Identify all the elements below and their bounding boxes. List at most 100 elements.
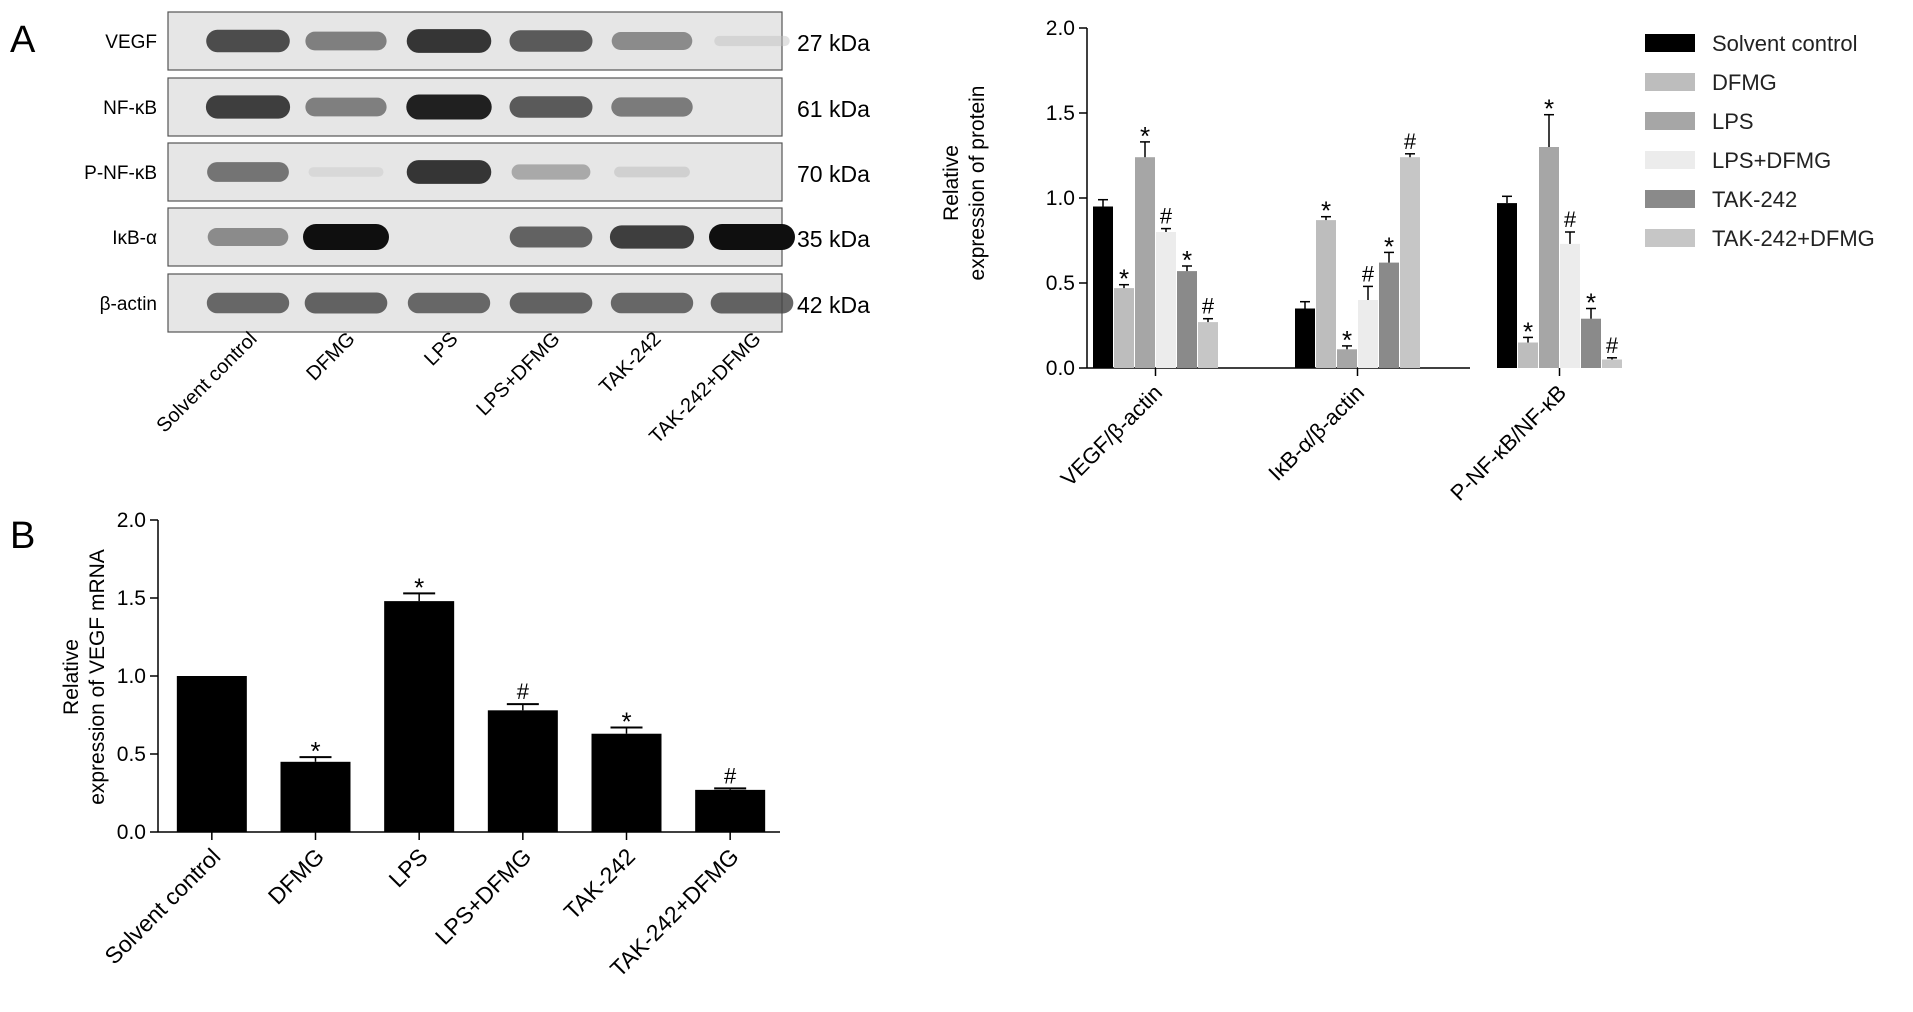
blot-band	[205, 95, 291, 119]
blot-lane-label: TAK-242+DFMG	[645, 328, 765, 448]
legend-swatch	[1645, 190, 1695, 208]
x-tick-label-b: LPS+DFMG	[430, 843, 537, 950]
x-tick-label-b: DFMG	[263, 843, 329, 909]
legend-label: DFMG	[1712, 70, 1777, 95]
blot-band	[305, 97, 387, 117]
legend-swatch	[1645, 151, 1695, 169]
y-tick-label-a: 0.5	[1046, 272, 1075, 295]
bar-b	[591, 733, 662, 832]
bar-a	[1156, 232, 1176, 368]
significance-mark-a: #	[1160, 204, 1173, 229]
vegf-mrna-chart: 0.0 0.5 1.0 1.5 2.0 Relative expression of VEG…	[60, 509, 780, 982]
blot-band	[206, 29, 290, 53]
y-tick-label-b: 0.0	[117, 821, 146, 844]
blot-band	[406, 160, 492, 184]
significance-mark-b: *	[310, 736, 320, 766]
significance-mark-b: *	[414, 572, 424, 602]
y-tick-label-a: 2.0	[1046, 17, 1075, 40]
significance-mark-a: #	[1606, 333, 1619, 358]
x-tick-label-b: Solvent control	[99, 843, 225, 969]
legend-label: LPS	[1712, 109, 1754, 134]
panel-label-a: A	[10, 19, 36, 61]
bar-b	[176, 676, 247, 832]
blot-band	[511, 164, 591, 180]
significance-mark-a: *	[1342, 325, 1352, 355]
legend-swatch	[1645, 229, 1695, 247]
blot-band	[611, 97, 693, 117]
blot-band	[509, 30, 593, 52]
blot-band	[614, 166, 690, 178]
y-axis-title-line-a: Relative	[940, 145, 963, 221]
legend-label: Solvent control	[1712, 31, 1858, 56]
legend-swatch	[1645, 34, 1695, 52]
y-axis-title-b: Relative expression of VEGF mRNA	[60, 549, 109, 805]
bar-a	[1337, 349, 1357, 368]
y-tick-label-b: 0.5	[117, 743, 146, 766]
bar-a	[1295, 308, 1315, 368]
blot-protein-label: IκB-α	[112, 228, 157, 249]
blot-band	[609, 225, 695, 249]
blot-band	[406, 29, 492, 53]
x-tick-label-b: LPS	[384, 843, 433, 892]
significance-mark-a: #	[1404, 129, 1417, 154]
significance-mark-b: #	[517, 679, 530, 704]
bar-a	[1581, 318, 1601, 368]
significance-mark-b: #	[724, 763, 737, 788]
y-tick-label-a: 1.5	[1046, 102, 1075, 125]
bar-a	[1358, 300, 1378, 368]
legend-swatch	[1645, 112, 1695, 130]
blot-lane-label: DFMG	[302, 328, 359, 385]
legend-label: LPS+DFMG	[1712, 148, 1831, 173]
protein-expression-chart: 0.0 0.5 1.0 1.5 2.0 Relative expression of pro…	[940, 17, 1875, 506]
y-tick-label-b: 1.0	[117, 665, 146, 688]
bar-b	[384, 601, 455, 832]
bar-a	[1602, 359, 1622, 368]
blot-band	[611, 32, 693, 50]
x-tick-label-a: P-NF-κB/NF-κB	[1445, 380, 1571, 506]
y-tick-label-b: 2.0	[117, 509, 146, 532]
blot-lane-label: LPS+DFMG	[472, 328, 564, 420]
blot-band	[709, 224, 795, 250]
blot-band	[206, 292, 290, 314]
blot-band	[303, 224, 389, 250]
blot-band	[509, 292, 593, 314]
significance-mark-a: #	[1564, 207, 1577, 232]
blot-size-label: 42 kDa	[797, 292, 870, 318]
x-tick-label-a: VEGF/β-actin	[1056, 380, 1167, 491]
bar-a	[1400, 157, 1420, 368]
blot-band	[610, 292, 694, 314]
blot-band	[509, 96, 593, 118]
y-axis-title-line-a: expression of protein	[966, 86, 989, 281]
x-tick-label-a: IκB-α/β-actin	[1263, 380, 1369, 486]
y-axis-title-line-b: expression of VEGF mRNA	[86, 549, 109, 805]
blot-band	[509, 226, 593, 248]
significance-mark-a: *	[1182, 245, 1192, 275]
significance-mark-a: *	[1119, 264, 1129, 294]
blot-band	[407, 292, 491, 314]
bar-a	[1379, 262, 1399, 368]
blot-band	[308, 167, 384, 177]
blot-band	[207, 228, 289, 246]
blot-size-label: 27 kDa	[797, 30, 870, 56]
bar-a	[1114, 288, 1134, 368]
significance-mark-b: *	[621, 706, 631, 736]
blot-lane-label: TAK-242	[595, 328, 665, 398]
bar-a	[1093, 206, 1113, 368]
blot-protein-label: β-actin	[100, 294, 157, 315]
significance-mark-a: *	[1321, 196, 1331, 226]
bar-a	[1177, 271, 1197, 368]
significance-mark-a: *	[1544, 94, 1554, 124]
bar-b	[487, 710, 558, 832]
bar-a	[1135, 157, 1155, 368]
y-tick-label-a: 1.0	[1046, 187, 1075, 210]
blot-band	[714, 35, 790, 47]
blot-size-label: 70 kDa	[797, 161, 870, 187]
bar-a	[1198, 322, 1218, 368]
blot-protein-label: VEGF	[105, 32, 157, 53]
western-blot: VEGF 27 kDa NF-κB 61 kDa P-NF-κB 70 kDa IκB-α 3…	[84, 11, 870, 448]
bar-a	[1560, 243, 1580, 368]
blot-lane-label: Solvent control	[152, 328, 261, 437]
significance-mark-a: *	[1140, 121, 1150, 151]
bar-a	[1497, 203, 1517, 368]
